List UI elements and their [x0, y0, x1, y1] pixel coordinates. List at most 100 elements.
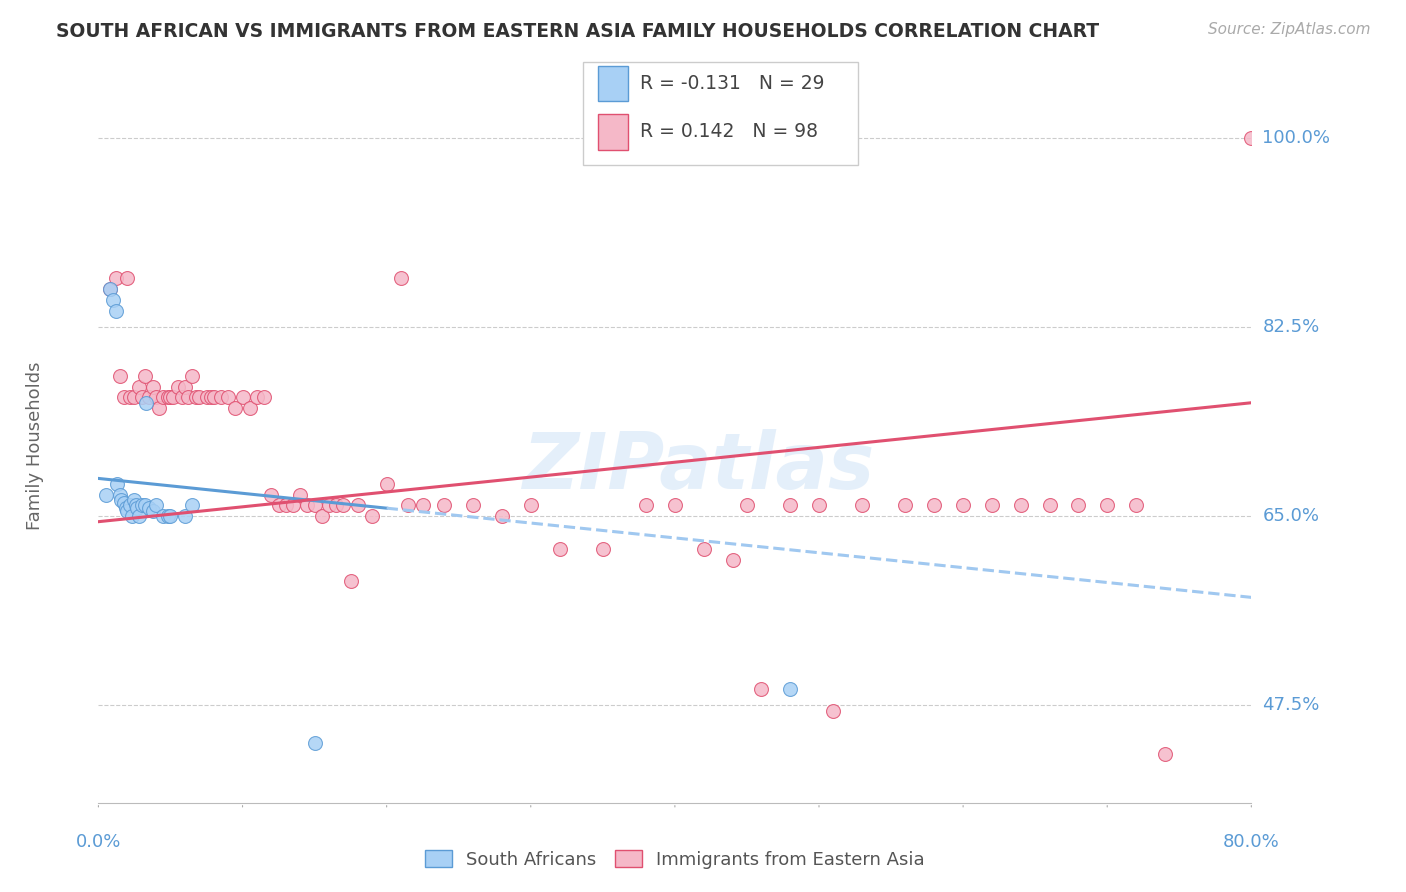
Point: [110, 493, 132, 508]
Point: [200, 390, 222, 404]
Point: [159, 509, 181, 524]
Point: [98, 282, 121, 296]
Point: [1038, 499, 1062, 513]
Point: [339, 574, 361, 589]
Point: [104, 271, 127, 285]
Text: SOUTH AFRICAN VS IMMIGRANTS FROM EASTERN ASIA FAMILY HOUSEHOLDS CORRELATION CHAR: SOUTH AFRICAN VS IMMIGRANTS FROM EASTERN…: [56, 22, 1099, 41]
Point: [166, 379, 188, 393]
Point: [1010, 499, 1032, 513]
Point: [325, 499, 347, 513]
Point: [311, 509, 333, 524]
Point: [693, 541, 716, 556]
Point: [120, 390, 142, 404]
Point: [290, 488, 312, 502]
Point: [981, 499, 1004, 513]
Point: [195, 390, 218, 404]
Point: [922, 499, 945, 513]
Point: [217, 390, 239, 404]
Point: [128, 379, 150, 393]
Text: R = -0.131   N = 29: R = -0.131 N = 29: [640, 74, 824, 93]
Point: [121, 509, 143, 524]
Point: [162, 390, 184, 404]
Text: 47.5%: 47.5%: [1263, 697, 1320, 714]
Point: [156, 390, 179, 404]
Point: [1125, 499, 1147, 513]
Point: [124, 390, 146, 404]
Point: [128, 509, 150, 524]
Point: [548, 541, 571, 556]
Point: [779, 682, 801, 697]
Point: [281, 499, 304, 513]
Text: 82.5%: 82.5%: [1263, 318, 1320, 336]
Point: [318, 499, 340, 513]
Point: [181, 368, 204, 383]
Point: [224, 401, 246, 416]
Point: [148, 401, 170, 416]
Point: [239, 401, 262, 416]
Point: [297, 499, 319, 513]
Point: [260, 488, 283, 502]
Text: 100.0%: 100.0%: [1263, 128, 1330, 147]
Point: [104, 303, 127, 318]
Point: [304, 736, 326, 750]
Text: 80.0%: 80.0%: [1223, 833, 1279, 851]
Point: [389, 271, 412, 285]
Point: [1240, 131, 1263, 145]
Point: [152, 390, 174, 404]
Point: [174, 379, 197, 393]
Point: [152, 509, 174, 524]
Point: [253, 390, 276, 404]
Point: [346, 499, 368, 513]
Point: [138, 500, 160, 515]
Point: [636, 499, 658, 513]
Point: [1153, 747, 1175, 761]
Point: [117, 504, 138, 518]
Point: [592, 541, 614, 556]
Point: [851, 499, 873, 513]
Point: [94, 488, 117, 502]
Text: R = 0.142   N = 98: R = 0.142 N = 98: [640, 122, 818, 141]
Point: [127, 500, 149, 515]
Point: [142, 379, 165, 393]
Point: [98, 282, 121, 296]
Point: [304, 499, 326, 513]
Legend: South Africans, Immigrants from Eastern Asia: South Africans, Immigrants from Eastern …: [418, 843, 932, 876]
Text: Source: ZipAtlas.com: Source: ZipAtlas.com: [1208, 22, 1371, 37]
Text: Family Households: Family Households: [25, 362, 44, 530]
Text: 0.0%: 0.0%: [76, 833, 121, 851]
Point: [108, 368, 131, 383]
Point: [735, 499, 758, 513]
Point: [202, 390, 225, 404]
Point: [112, 390, 135, 404]
Point: [134, 499, 156, 513]
Point: [131, 499, 153, 513]
Point: [396, 499, 419, 513]
Point: [433, 499, 456, 513]
Point: [952, 499, 974, 513]
Point: [188, 390, 211, 404]
Point: [124, 493, 146, 508]
Point: [186, 390, 208, 404]
Point: [1097, 499, 1119, 513]
Text: ZIPatlas: ZIPatlas: [522, 429, 875, 506]
Point: [101, 293, 124, 307]
Point: [135, 396, 157, 410]
Point: [779, 499, 801, 513]
Point: [114, 500, 136, 515]
Point: [117, 271, 138, 285]
Point: [105, 476, 128, 491]
Point: [1067, 499, 1090, 513]
Point: [209, 390, 232, 404]
Point: [156, 509, 179, 524]
Point: [375, 476, 398, 491]
Point: [894, 499, 917, 513]
Point: [134, 368, 156, 383]
Point: [170, 390, 193, 404]
Point: [108, 488, 131, 502]
Point: [145, 499, 167, 513]
Point: [231, 390, 254, 404]
Point: [120, 499, 142, 513]
Point: [807, 499, 830, 513]
Point: [664, 499, 686, 513]
Point: [138, 390, 160, 404]
